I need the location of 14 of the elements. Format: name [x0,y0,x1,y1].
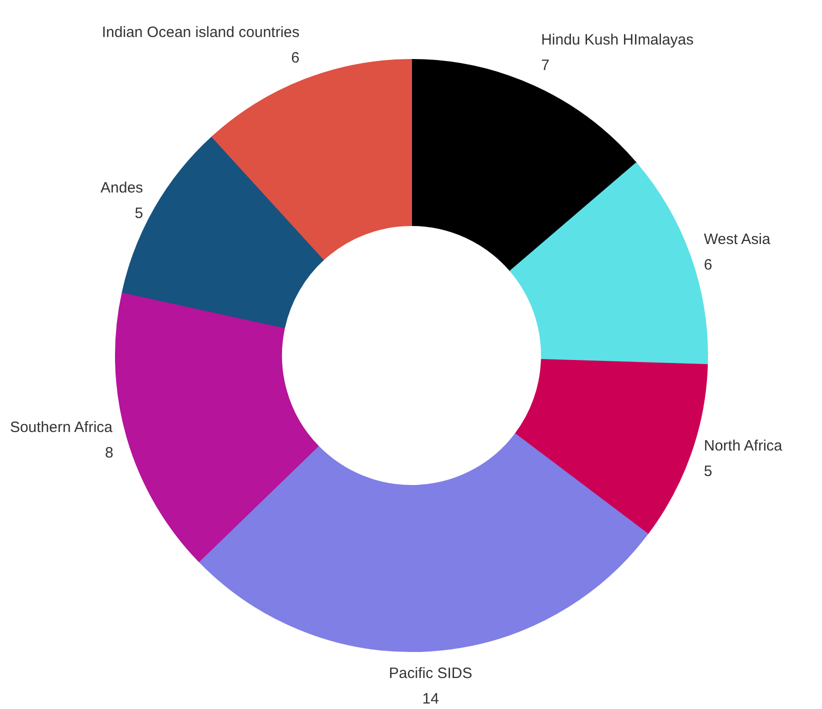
slice-label: Indian Ocean island countries [102,24,300,41]
data-label: 6 [291,49,300,66]
slice-label: Pacific SIDS [388,664,472,682]
data-label: 6 [704,256,712,274]
data-label: 14 [422,690,439,708]
slice-label: Southern Africa [10,419,114,436]
data-label: 5 [134,204,144,222]
data-label: 8 [104,444,114,462]
slice-label: Hindu Kush HImalayas [541,31,694,48]
slice-label: Andes [100,179,144,196]
slice-label: North Africa [704,437,783,454]
data-label: 7 [541,56,550,74]
slice-label: West Asia [704,231,771,248]
data-label: 5 [704,462,712,480]
